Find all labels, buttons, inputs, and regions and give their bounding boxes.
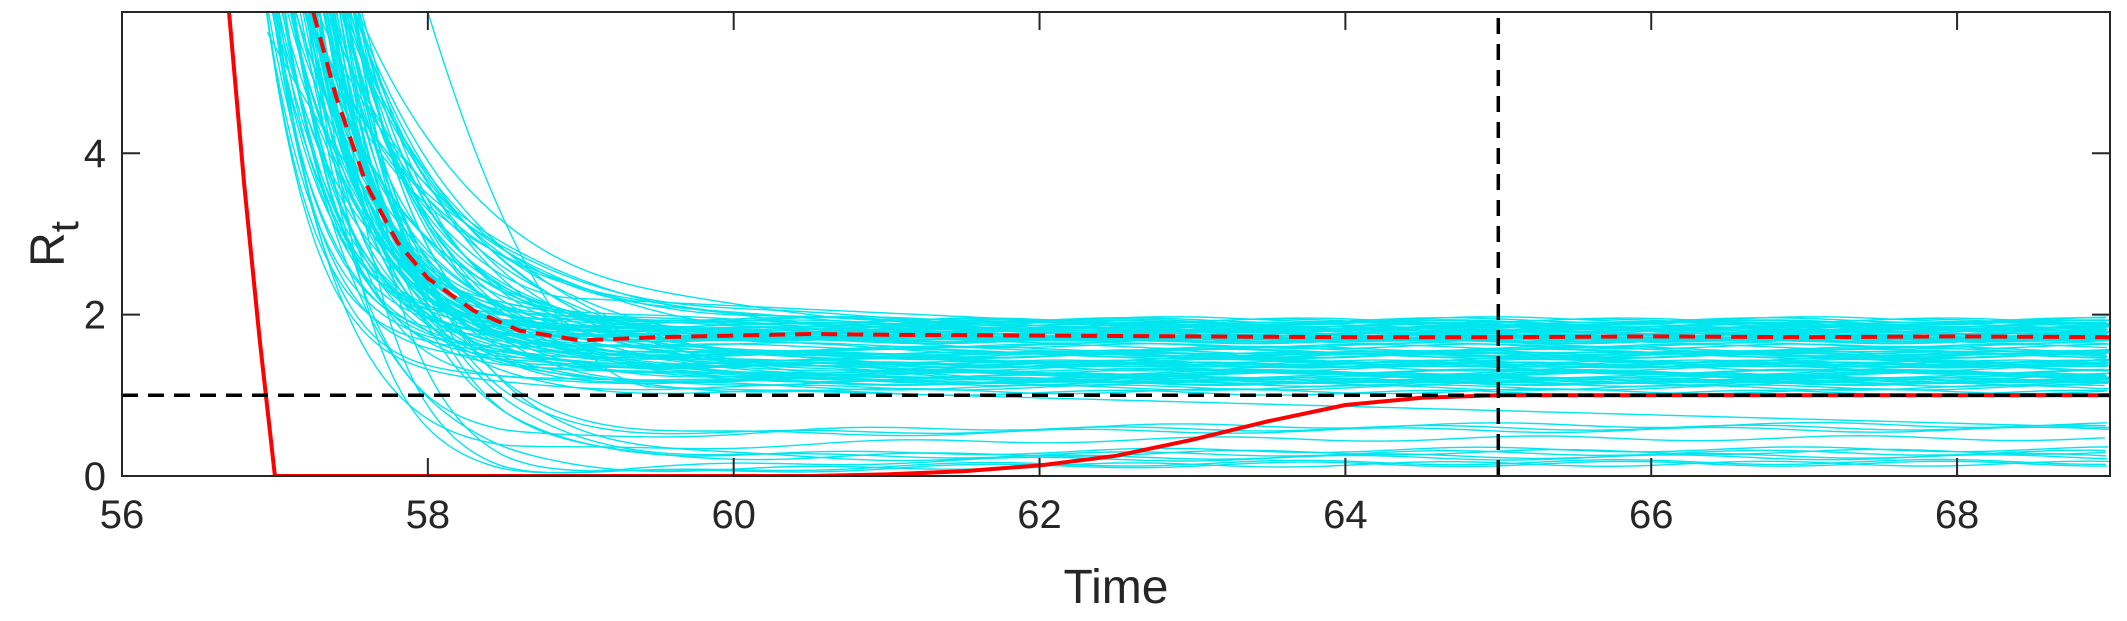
ensemble-line <box>339 12 2107 323</box>
ensemble-line <box>354 12 2105 375</box>
x-axis: 56 58 60 62 64 66 68 <box>100 12 1980 537</box>
ensemble-line <box>303 12 2105 328</box>
ensemble-line <box>307 12 2108 368</box>
series-line-1 <box>311 12 2110 343</box>
ensemble-line <box>304 12 2110 344</box>
y-tick-label: 0 <box>84 455 106 499</box>
ensemble-line <box>427 12 2110 429</box>
ensemble-line <box>361 12 2107 366</box>
ensemble-line <box>326 12 2107 379</box>
ensemble-line <box>266 12 2106 359</box>
x-tick-label: 60 <box>711 493 756 537</box>
ensemble-line <box>281 12 2110 473</box>
ensemble-line <box>323 12 2108 396</box>
ensemble-line <box>343 12 2107 462</box>
ensemble-line <box>274 12 2105 450</box>
x-tick-label: 68 <box>1935 493 1980 537</box>
ensemble-line <box>304 12 2110 372</box>
x-tick-label: 64 <box>1323 493 1368 537</box>
y-axis-title: Rt <box>22 221 87 267</box>
ensemble-line <box>354 12 2109 382</box>
ensemble-line <box>272 12 2110 330</box>
ensemble-line <box>348 12 2110 368</box>
y-axis-title-subscript: t <box>43 221 87 232</box>
ensemble-line <box>338 12 2108 350</box>
ensemble-line <box>305 12 2108 438</box>
ensemble-line <box>325 12 2108 359</box>
ensemble-line <box>302 12 2106 386</box>
ensemble-line <box>281 12 2109 379</box>
x-tick-label: 58 <box>406 493 451 537</box>
ensemble-line <box>346 12 2106 435</box>
y-tick-label: 2 <box>84 294 106 338</box>
ensemble-line <box>352 12 2105 461</box>
plot-frame <box>121 11 2111 477</box>
x-tick-label: 56 <box>100 493 145 537</box>
plot-area <box>122 12 2110 476</box>
x-tick-label: 62 <box>1017 493 1062 537</box>
ensemble-line <box>322 12 2109 384</box>
ensemble-line <box>265 12 2105 391</box>
ensemble-line <box>284 12 2107 329</box>
ensemble-line <box>333 12 2106 474</box>
x-tick-label: 66 <box>1629 493 1674 537</box>
ensemble-line <box>266 31 2110 356</box>
ensemble-line <box>293 12 2109 368</box>
ensemble-line <box>315 12 2110 345</box>
ensemble-line <box>304 12 2105 395</box>
y-axis-title-main: R <box>22 232 75 267</box>
series-lines <box>122 12 2110 476</box>
x-axis-title: Time <box>1064 561 1169 614</box>
ensemble-line <box>308 12 2107 334</box>
ensemble-line <box>290 12 2107 360</box>
ensemble-line <box>271 12 2106 352</box>
ensemble-line <box>304 12 2110 333</box>
series-line-0 <box>227 12 2110 476</box>
ensemble-line <box>342 12 2110 350</box>
ensemble-line <box>336 12 2107 369</box>
y-tick-label: 4 <box>84 132 106 176</box>
ensemble-line <box>352 12 2105 376</box>
ensemble-line <box>303 12 2110 326</box>
y-axis: 0 2 4 <box>84 132 2110 499</box>
